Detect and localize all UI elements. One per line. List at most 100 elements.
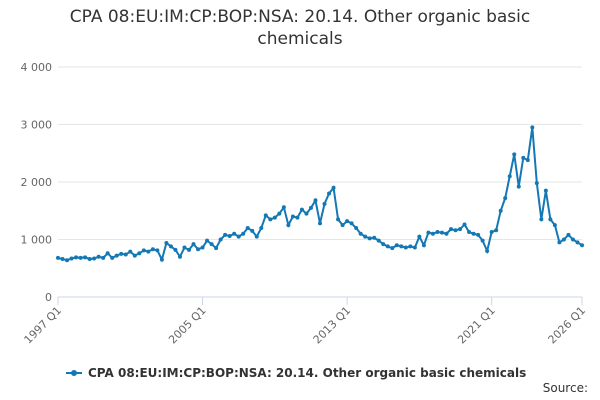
point [123, 252, 128, 257]
y-tick-label: 3 000 [21, 119, 53, 132]
point [467, 230, 472, 235]
point [286, 223, 291, 228]
point [164, 240, 169, 245]
point [146, 249, 151, 254]
point [245, 226, 250, 230]
point [363, 234, 368, 239]
point [485, 249, 490, 253]
point [557, 240, 562, 245]
point [336, 217, 341, 222]
line [57, 127, 583, 263]
point [403, 245, 408, 250]
point [462, 222, 467, 227]
point [114, 253, 119, 258]
point [132, 253, 137, 258]
point [313, 198, 318, 203]
point [263, 213, 268, 218]
point [295, 215, 300, 220]
point [471, 231, 476, 236]
point [507, 174, 512, 179]
point [525, 158, 530, 163]
chart-title: CPA 08:EU:IM:CP:BOP:NSA: 20.14. Other or… [69, 7, 531, 49]
point [331, 185, 336, 190]
point [349, 221, 354, 226]
point [159, 257, 164, 262]
point [439, 230, 444, 235]
point [218, 237, 223, 242]
point [83, 255, 88, 260]
point [65, 258, 70, 263]
point [521, 155, 526, 160]
point [417, 234, 422, 239]
point [503, 196, 508, 201]
point [209, 242, 214, 247]
point [196, 247, 201, 252]
point [476, 232, 481, 237]
point [408, 244, 413, 249]
point [241, 231, 246, 236]
point [426, 230, 431, 235]
point [498, 208, 503, 213]
point [354, 226, 359, 230]
point [60, 257, 65, 262]
point [96, 254, 101, 259]
point [327, 191, 332, 196]
point [223, 232, 228, 237]
point [177, 254, 182, 259]
x-tick-label: 2013 Q1 [311, 304, 354, 347]
point [318, 221, 322, 226]
point [56, 255, 60, 260]
point [128, 249, 133, 254]
point [105, 251, 110, 256]
point [173, 247, 178, 252]
x-tick-label: 2026 Q1 [546, 304, 589, 347]
point [141, 248, 146, 253]
point [385, 244, 390, 249]
point [453, 228, 458, 233]
point [575, 240, 580, 245]
point [155, 248, 160, 253]
point [182, 245, 187, 250]
point [110, 255, 115, 260]
point [494, 228, 499, 233]
point [340, 223, 345, 228]
point [200, 245, 205, 250]
point [168, 244, 173, 249]
point [530, 125, 535, 130]
point [214, 246, 219, 251]
point [480, 238, 485, 243]
point [399, 244, 404, 249]
point [250, 228, 255, 233]
point [444, 231, 449, 236]
point [322, 201, 327, 206]
point [92, 256, 97, 261]
point [570, 237, 575, 242]
point [299, 207, 304, 212]
point [119, 251, 124, 256]
point [412, 245, 417, 250]
point [381, 242, 386, 247]
point [191, 242, 196, 247]
point [236, 234, 241, 239]
point [304, 211, 309, 216]
point [566, 232, 571, 237]
point [74, 255, 79, 260]
point [561, 237, 566, 242]
point [376, 238, 381, 243]
point [534, 181, 539, 186]
point [372, 235, 377, 240]
y-tick-label: 0 [45, 291, 52, 304]
point [580, 243, 584, 248]
point [390, 246, 395, 251]
y-tick-label: 1 000 [21, 234, 53, 247]
y-tick-label: 2 000 [21, 176, 53, 189]
point [430, 231, 435, 236]
legend-marker [71, 370, 77, 376]
point [358, 231, 363, 236]
point [308, 205, 313, 210]
point [205, 238, 210, 243]
point [489, 230, 494, 235]
point [78, 255, 83, 260]
